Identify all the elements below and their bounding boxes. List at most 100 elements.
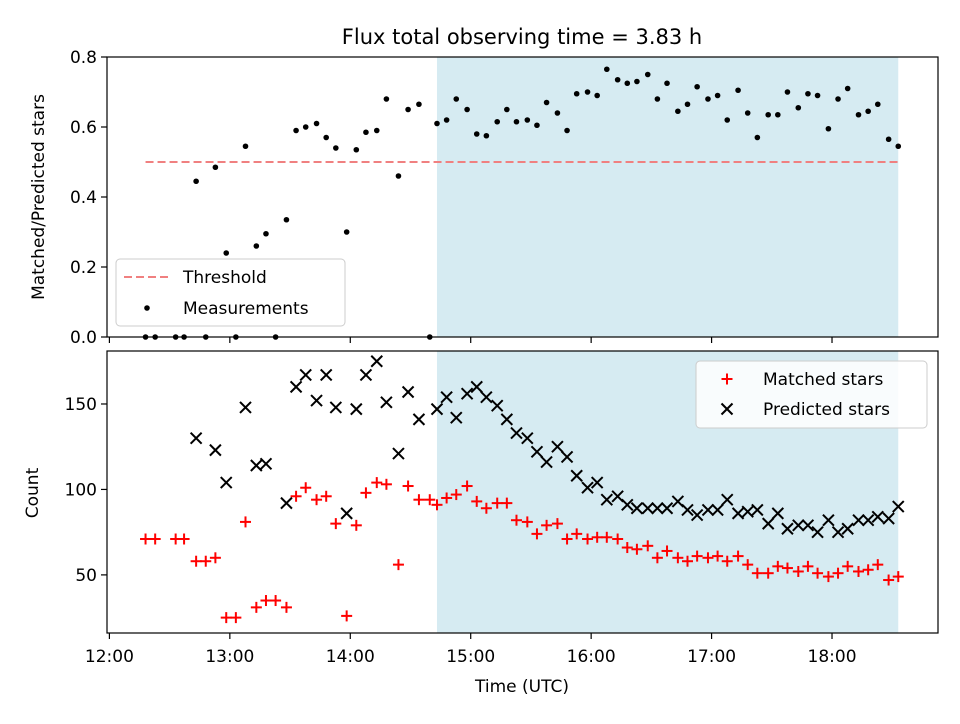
measurement-point bbox=[795, 104, 802, 111]
matched-star-point bbox=[320, 490, 332, 502]
measurement-point bbox=[534, 122, 540, 129]
predicted-star-point bbox=[630, 502, 644, 515]
predicted-star-point bbox=[621, 498, 634, 512]
measurement-point bbox=[564, 127, 570, 134]
predicted-star-point bbox=[259, 457, 273, 471]
matched-star-point bbox=[461, 480, 473, 492]
legend-cross-marker bbox=[720, 402, 734, 416]
matched-star-point bbox=[220, 612, 232, 624]
measurement-point bbox=[885, 136, 892, 143]
matched-star-point bbox=[450, 489, 462, 501]
top-legend-box bbox=[115, 258, 346, 327]
bottom-y-tick-label: 50 bbox=[75, 566, 97, 586]
measurement-point bbox=[405, 106, 411, 113]
chart-title: Flux total observing time = 3.83 h bbox=[342, 25, 702, 49]
predicted-star-point bbox=[289, 380, 303, 394]
matched-star-point bbox=[140, 533, 152, 545]
top-x-ticks bbox=[108, 337, 833, 343]
measurement-point bbox=[724, 117, 731, 123]
measurement-point bbox=[664, 80, 670, 87]
matched-star-point bbox=[200, 555, 212, 567]
measurement-point bbox=[754, 134, 761, 141]
measurement-point bbox=[855, 111, 862, 118]
measurement-point bbox=[654, 96, 661, 102]
matched-star-point bbox=[872, 559, 884, 571]
predicted-star-point bbox=[701, 503, 715, 517]
top-y-tick-label: 0.0 bbox=[70, 328, 97, 348]
measurement-point bbox=[453, 96, 460, 102]
measurement-point bbox=[383, 96, 390, 102]
bottom-x-tick-label: 13:00 bbox=[205, 647, 254, 667]
matched-star-point bbox=[250, 601, 262, 613]
matched-star-point bbox=[842, 560, 854, 572]
predicted-star-point bbox=[590, 476, 604, 489]
matched-star-point bbox=[280, 601, 292, 613]
matched-star-point bbox=[631, 543, 643, 555]
predicted-star-point bbox=[340, 507, 353, 520]
measurement-point bbox=[573, 90, 580, 97]
measurement-point bbox=[554, 110, 561, 116]
predicted-star-point bbox=[892, 500, 905, 513]
predicted-star-point bbox=[460, 387, 474, 400]
bottom-y-axis-label: Count bbox=[23, 467, 43, 518]
matched-star-point bbox=[413, 494, 425, 506]
matched-star-point bbox=[751, 567, 763, 579]
matched-star-point bbox=[270, 595, 282, 607]
predicted-star-point bbox=[392, 447, 405, 460]
matched-star-point bbox=[190, 555, 202, 567]
measurement-point bbox=[343, 229, 350, 235]
matched-star-point bbox=[441, 492, 453, 504]
measurement-point bbox=[353, 146, 360, 153]
top-legend: Threshold Measurements bbox=[115, 258, 346, 327]
predicted-star-point bbox=[711, 503, 724, 517]
measurement-point bbox=[624, 80, 631, 87]
measurement-point bbox=[814, 92, 821, 99]
predicted-star-point bbox=[882, 512, 895, 525]
matched-star-point bbox=[661, 545, 673, 557]
matched-star-point bbox=[781, 562, 793, 574]
legend-predicted-swatch bbox=[720, 402, 734, 416]
matched-star-point bbox=[742, 559, 754, 571]
measurement-point bbox=[513, 118, 520, 125]
measurement-point bbox=[634, 78, 640, 85]
measurement-point bbox=[483, 132, 490, 139]
measurement-point bbox=[473, 131, 480, 137]
matched-star-point bbox=[510, 514, 522, 526]
measurement-point bbox=[594, 92, 600, 99]
matched-star-point bbox=[732, 550, 744, 562]
matched-star-point bbox=[501, 497, 513, 509]
predicted-star-point bbox=[510, 426, 523, 440]
top-y-tick-label: 0.4 bbox=[70, 188, 97, 208]
predicted-star-point bbox=[761, 517, 775, 530]
predicted-star-point bbox=[299, 368, 312, 382]
matched-star-point bbox=[341, 610, 353, 622]
observing-window-shade-top bbox=[436, 57, 899, 337]
matched-star-point bbox=[230, 612, 242, 624]
matched-star-point bbox=[822, 571, 834, 583]
matched-star-point bbox=[330, 518, 342, 530]
bottom-x-tick-label: 16:00 bbox=[567, 647, 616, 667]
legend-measurements-label: Measurements bbox=[183, 299, 309, 319]
predicted-star-point bbox=[380, 396, 393, 409]
predicted-star-point bbox=[540, 455, 553, 469]
predicted-stars-series bbox=[189, 355, 905, 539]
predicted-star-point bbox=[370, 355, 383, 368]
matched-star-point bbox=[721, 555, 733, 567]
measurement-point bbox=[494, 118, 501, 125]
measurement-point bbox=[684, 101, 691, 108]
matched-star-point bbox=[371, 477, 383, 489]
predicted-star-point bbox=[831, 525, 845, 539]
measurement-point bbox=[443, 117, 450, 123]
measurement-point bbox=[775, 111, 781, 118]
matched-star-point bbox=[762, 567, 774, 579]
matched-star-point bbox=[892, 571, 904, 583]
predicted-star-point bbox=[530, 445, 544, 459]
measurement-point bbox=[784, 89, 791, 95]
matched-star-point bbox=[792, 565, 804, 577]
measurement-point bbox=[825, 125, 832, 132]
matched-star-point bbox=[651, 552, 663, 564]
predicted-star-point bbox=[660, 502, 674, 515]
matched-star-point bbox=[491, 497, 503, 509]
bottom-y-ticks: 50 100 150 bbox=[65, 395, 107, 586]
